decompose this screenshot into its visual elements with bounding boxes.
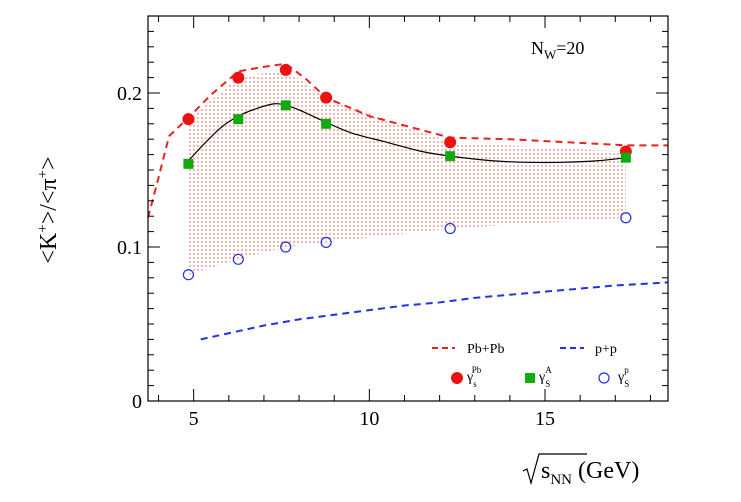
series-s-a-point-2: [280, 100, 291, 111]
series-s-pb-point-0: [182, 113, 195, 126]
legend-gamma-p-marker: [598, 372, 610, 384]
series-s-a-point-0: [183, 158, 194, 169]
series-s-a-point-3: [321, 118, 332, 129]
series-s-a-point-5: [620, 152, 631, 163]
x-tick-label: 5: [189, 408, 199, 430]
legend-pp-label: p+p: [595, 342, 617, 357]
series-p-p-line: [200, 281, 668, 341]
marker-layer: [182, 63, 632, 281]
series-s-pb-point-3: [320, 91, 333, 104]
series-s-pb-point-4: [444, 136, 457, 149]
uncertainty-band: [188, 69, 626, 275]
x-axis-title: sNN (GeV): [522, 453, 639, 488]
series-s-a-point-1: [233, 114, 244, 125]
axis-ticks: 5 10 15 0 0.1 0.2: [117, 15, 668, 430]
svg-text:sNN(GeV): sNN (GeV): [541, 458, 639, 488]
legend-gamma-pb-marker: [451, 372, 463, 384]
sqrt-symbol: [522, 453, 587, 486]
legend-gamma-pb-label: γsPb: [466, 365, 482, 389]
series-s-p-point-5: [620, 212, 632, 224]
plot-frame: [147, 15, 669, 402]
y-tick-label: 0.1: [117, 237, 142, 259]
x-tick-label: 10: [359, 408, 379, 430]
legend-pbpb-label: Pb+Pb: [467, 342, 504, 357]
series-s-p-point-0: [182, 269, 195, 281]
y-axis-title: <K+>/<π+>: [35, 156, 62, 263]
series-s-pb-point-2: [279, 63, 292, 76]
series-pb-pb-line: [148, 62, 668, 218]
y-tick-label: 0: [132, 391, 142, 413]
series-s-p-point-4: [444, 222, 456, 235]
legend-gamma-p-label: γSp: [617, 365, 629, 389]
series-s-p-point-1: [232, 253, 244, 265]
nw-annotation: NW=20: [531, 38, 584, 62]
legend-gamma-a-label: γSA: [538, 365, 552, 389]
x-tick-label: 15: [535, 408, 555, 430]
series-s-a-point-4: [445, 151, 456, 162]
series-s-pb-point-1: [232, 71, 245, 84]
y-tick-label: 0.2: [117, 83, 142, 105]
legend: Pb+Pb p+p γsPb γSA γSp: [432, 342, 629, 389]
legend-gamma-a-marker: [525, 373, 535, 383]
series-s-p-point-3: [320, 236, 332, 248]
uncertainty-band-layer: [188, 69, 626, 275]
series-s-p-point-2: [280, 241, 292, 253]
